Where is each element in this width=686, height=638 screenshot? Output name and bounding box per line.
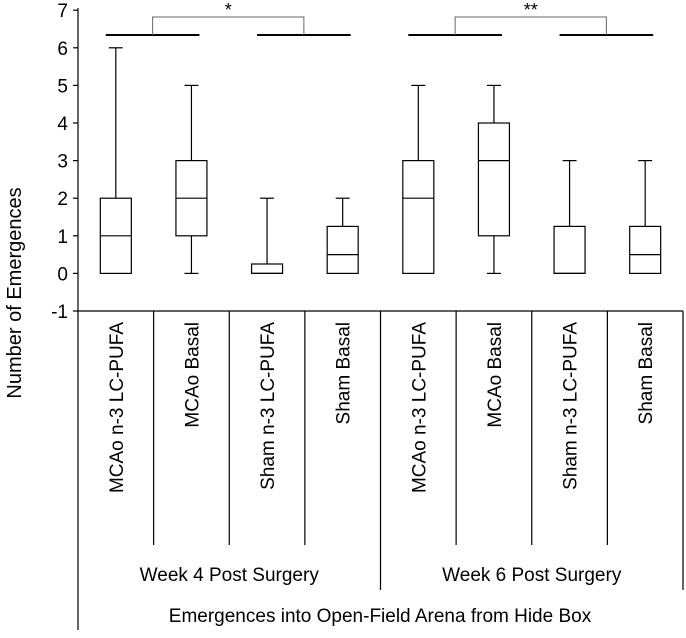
- iqr-box: [402, 160, 435, 275]
- category-label: Sham n-3 LC-PUFA: [258, 322, 279, 490]
- y-tick-label: -1: [51, 302, 68, 323]
- category-label: MCAo Basal: [182, 322, 203, 428]
- box-group: [553, 160, 586, 274]
- y-tick-label: 2: [57, 189, 68, 210]
- y-tick-label: 7: [57, 1, 68, 22]
- y-tick-label: 6: [57, 39, 68, 60]
- iqr-box: [477, 122, 511, 237]
- box-group: [477, 84, 511, 274]
- group-label: Week 4 Post Surgery: [140, 565, 320, 586]
- y-tick-label: 1: [57, 227, 68, 248]
- iqr-box: [629, 225, 662, 274]
- box-group: [629, 160, 662, 274]
- significance-bracket: **: [408, 0, 654, 36]
- category-label: Sham Basal: [636, 322, 657, 424]
- box-group: [326, 197, 359, 274]
- iqr-box: [553, 225, 586, 274]
- iqr-box: [250, 263, 284, 274]
- box-group: [250, 197, 284, 274]
- y-tick-label: 5: [57, 76, 68, 97]
- box-group: [175, 84, 208, 274]
- y-axis: -1 0 1 2 3 4 5 6 7: [51, 1, 79, 630]
- box-group: [402, 84, 435, 275]
- y-axis-title: Number of Emergences: [4, 187, 26, 398]
- iqr-box: [326, 225, 359, 274]
- category-label: Sham n-3 LC-PUFA: [561, 322, 582, 490]
- plot-area: * **: [99, 0, 662, 275]
- significance-bracket: *: [105, 0, 351, 36]
- category-label: Sham Basal: [334, 322, 355, 424]
- significance-label: **: [524, 0, 538, 20]
- bracket-connector: [152, 16, 305, 35]
- y-tick-label: 3: [57, 152, 68, 173]
- x-axis: MCAo n-3 LC-PUFA MCAo Basal Sham n-3 LC-PU…: [78, 310, 684, 590]
- y-tick-label: 4: [57, 114, 68, 135]
- box-group: [99, 47, 132, 274]
- significance-label: *: [225, 0, 232, 20]
- category-label: MCAo Basal: [485, 322, 506, 428]
- x-axis-title: Emergences into Open-Field Arena from Hi…: [169, 606, 592, 627]
- bracket-connector: [454, 16, 607, 35]
- group-label: Week 6 Post Surgery: [442, 565, 622, 586]
- y-tick-label: 0: [57, 264, 68, 285]
- category-label: MCAo n-3 LC-PUFA: [107, 322, 128, 493]
- category-label: MCAo n-3 LC-PUFA: [409, 322, 430, 493]
